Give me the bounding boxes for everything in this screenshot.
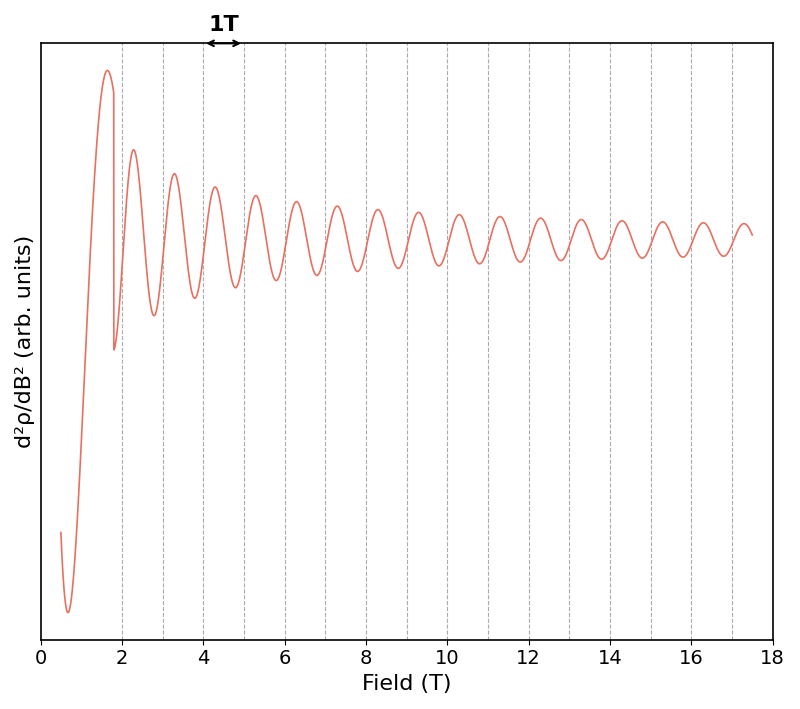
Y-axis label: d²ρ/dB² (arb. units): d²ρ/dB² (arb. units) [15,235,35,448]
Text: 1T: 1T [208,15,239,35]
X-axis label: Field (T): Field (T) [362,674,451,694]
